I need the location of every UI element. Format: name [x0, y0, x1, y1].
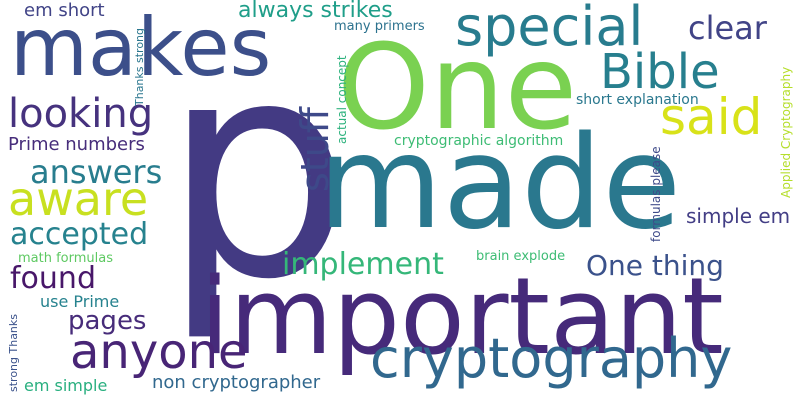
word-always-strikes: always strikes: [238, 0, 393, 23]
word-answers: answers: [30, 153, 163, 191]
word-short-explanation: short explanation: [576, 92, 699, 108]
word-bible: Bible: [600, 44, 720, 100]
word-simple-em-right: simple em: [686, 204, 791, 228]
word-cryptography: cryptography: [370, 327, 733, 390]
word-aware: aware: [8, 172, 149, 226]
word-many-primers: many primers: [334, 19, 425, 34]
word-p: p: [162, 0, 353, 345]
word-prime-numbers: Prime numbers: [8, 134, 145, 155]
word-cryptographic-algorithm: cryptographic algorithm: [394, 133, 564, 149]
word-use-prime: use Prime: [40, 292, 120, 311]
word-thanks-strong-top: Thanks strong: [133, 27, 146, 106]
word-made: made: [318, 109, 682, 258]
word-em-simple: em simple: [24, 376, 108, 395]
word-special: special: [455, 0, 644, 58]
word-one-thing: One thing: [586, 249, 724, 282]
word-found: found: [10, 261, 96, 296]
word-looking: looking: [8, 91, 154, 137]
word-actual-concept: actual concept: [335, 55, 349, 144]
word-non-cryptographer: non cryptographer: [152, 372, 321, 393]
word-stuff: stuff: [293, 107, 337, 192]
word-pages: pages: [68, 306, 147, 336]
word-em-short: em short: [24, 0, 105, 21]
word-applied-cryptography: Applied Cryptography: [779, 66, 793, 198]
word-formulas-please: formulas please: [649, 146, 663, 242]
word-clear: clear: [688, 9, 767, 47]
word-anyone: anyone: [70, 324, 248, 380]
word-said: said: [660, 88, 763, 146]
word-makes: makes: [10, 1, 272, 94]
word-one-big: One: [337, 18, 578, 156]
word-accepted: accepted: [10, 217, 149, 252]
word-important: important: [200, 255, 724, 378]
word-math-formulas: math formulas: [18, 251, 113, 266]
word-implement: implement: [282, 247, 444, 282]
word-brain-explode: brain explode: [476, 249, 566, 264]
word-strong-thanks-bottom: strong Thanks: [7, 313, 20, 392]
